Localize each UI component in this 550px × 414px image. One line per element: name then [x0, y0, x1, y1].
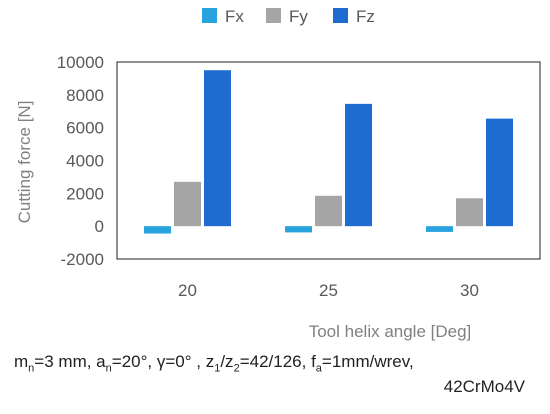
x-tick-label: 20 — [178, 281, 197, 300]
legend-label-fz: Fz — [356, 7, 375, 26]
legend: Fx Fy Fz — [202, 7, 375, 26]
bar-fy-25 — [315, 195, 342, 227]
y-tick-label: 6000 — [66, 119, 104, 138]
bar-fz-25 — [345, 103, 372, 227]
x-tick-label: 30 — [460, 281, 479, 300]
x-axis-title: Tool helix angle [Deg] — [309, 322, 472, 341]
bar-fx-25 — [285, 226, 312, 233]
y-tick-label: 0 — [95, 217, 104, 236]
y-tick-label: -2000 — [61, 250, 104, 269]
y-tick-label: 4000 — [66, 152, 104, 171]
plot-area-border — [116, 61, 541, 260]
legend-label-fx: Fx — [225, 7, 244, 26]
y-axis-title: Cutting force [N] — [15, 101, 34, 224]
x-axis-ticks: 20 25 30 — [178, 281, 479, 300]
legend-swatch-fy — [266, 8, 281, 23]
y-tick-label: 8000 — [66, 86, 104, 105]
legend-swatch-fz — [333, 8, 348, 23]
y-axis-ticks: -2000 0 2000 4000 6000 8000 10000 — [57, 53, 104, 269]
x-tick-label: 25 — [319, 281, 338, 300]
legend-swatch-fx — [202, 8, 217, 23]
y-tick-label: 2000 — [66, 184, 104, 203]
legend-label-fy: Fy — [289, 7, 308, 26]
material-caption: 42CrMo4V — [443, 377, 525, 396]
bar-fx-20 — [144, 226, 171, 234]
bar-fy-30 — [456, 198, 483, 227]
bars — [144, 70, 513, 234]
bar-chart: Fx Fy Fz -2000 0 2000 4000 6000 8000 10000 20 25 3… — [15, 7, 541, 341]
bar-fz-30 — [486, 118, 513, 227]
bar-fy-20 — [174, 181, 201, 227]
parameters-caption: mn=3 mm, an=20°, γ=0° , z1/z2=42/126, fa… — [14, 352, 414, 375]
y-tick-label: 10000 — [57, 53, 104, 72]
bar-fz-20 — [204, 70, 231, 227]
bar-fx-30 — [426, 226, 453, 232]
